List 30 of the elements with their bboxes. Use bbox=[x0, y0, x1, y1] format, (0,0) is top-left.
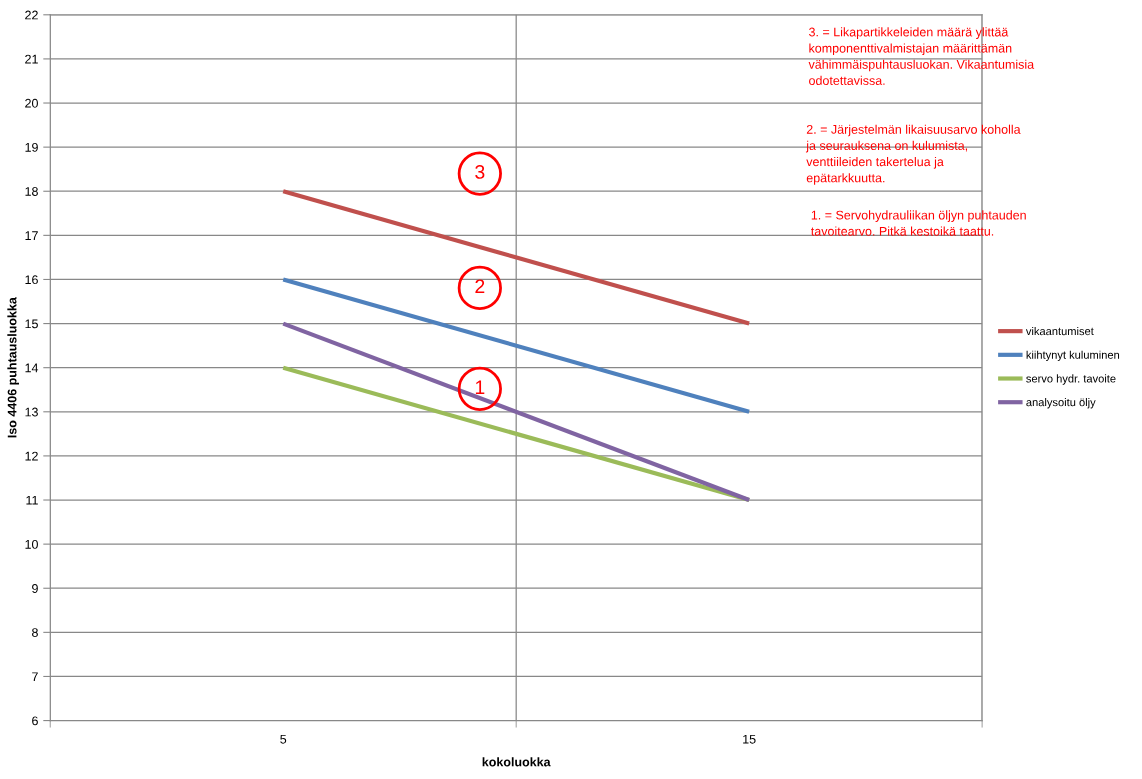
y-tick-label: 21 bbox=[25, 54, 38, 64]
x-axis-title: kokoluokka bbox=[482, 757, 551, 767]
y-axis-title: Iso 4406 puhtausluokka bbox=[7, 297, 19, 438]
annotation: 3 bbox=[475, 165, 485, 179]
y-tick-label: 8 bbox=[32, 628, 38, 638]
legend-label: vikaantumiset bbox=[1025, 326, 1094, 336]
annotation: 2 bbox=[475, 279, 485, 293]
annotation: 1 bbox=[475, 380, 485, 394]
annotation: 2. = Järjestelmän likaisuusarvo koholla ja seurauksena on kulumista, venttiileiden takertelua ja epätarkkuutta. bbox=[805, 124, 1021, 185]
legend-label: servo hydr. tavoite bbox=[1026, 374, 1116, 385]
x-tick-label: 5 bbox=[280, 734, 287, 744]
y-tick-label: 19 bbox=[25, 142, 38, 152]
y-tick-label: 13 bbox=[25, 407, 38, 417]
y-tick-label: 17 bbox=[25, 231, 38, 240]
y-tick-label: 18 bbox=[25, 187, 38, 196]
y-tick-label: 12 bbox=[25, 451, 38, 461]
annotation: 1. = Servohydrauliikan öljyn puhtauden tavoitearvo. Pitkä kestoikä taattu. bbox=[811, 210, 1026, 236]
annotation: 3. = Likapartikkeleiden määrä ylittää komponenttivalmistajan määrittämän vähimmäispuhtausluokan. Vikaantumisia odotettavissa. bbox=[808, 27, 1035, 85]
y-tick-label: 22 bbox=[25, 10, 38, 20]
y-tick-label: 7 bbox=[32, 672, 38, 681]
y-tick-label: 20 bbox=[25, 98, 38, 108]
y-tick-label: 14 bbox=[25, 363, 39, 373]
y-tick-label: 6 bbox=[32, 716, 38, 726]
y-tick-label: 10 bbox=[25, 539, 38, 549]
y-tick-label: 9 bbox=[32, 584, 38, 593]
legend-label: analysoitu öljy bbox=[1026, 398, 1096, 409]
y-tick-label: 11 bbox=[26, 495, 38, 505]
legend-label: kiihtynyt kuluminen bbox=[1026, 350, 1120, 362]
y-tick-label: 15 bbox=[25, 319, 38, 329]
y-tick-label: 16 bbox=[25, 275, 38, 285]
